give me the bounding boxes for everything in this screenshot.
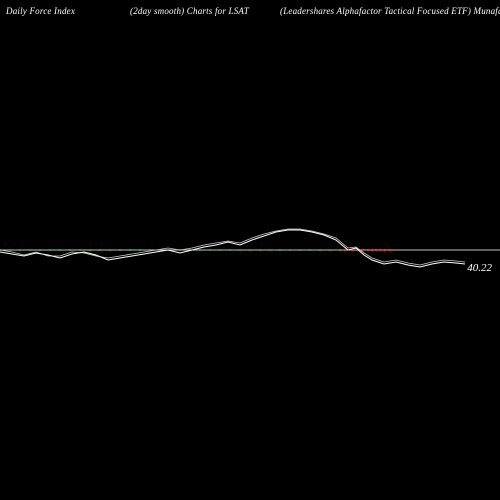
series-line-b [0, 229, 465, 265]
series-line-a [0, 230, 465, 267]
force-index-chart [0, 0, 500, 500]
current-value-label: 40.22 [467, 262, 492, 274]
